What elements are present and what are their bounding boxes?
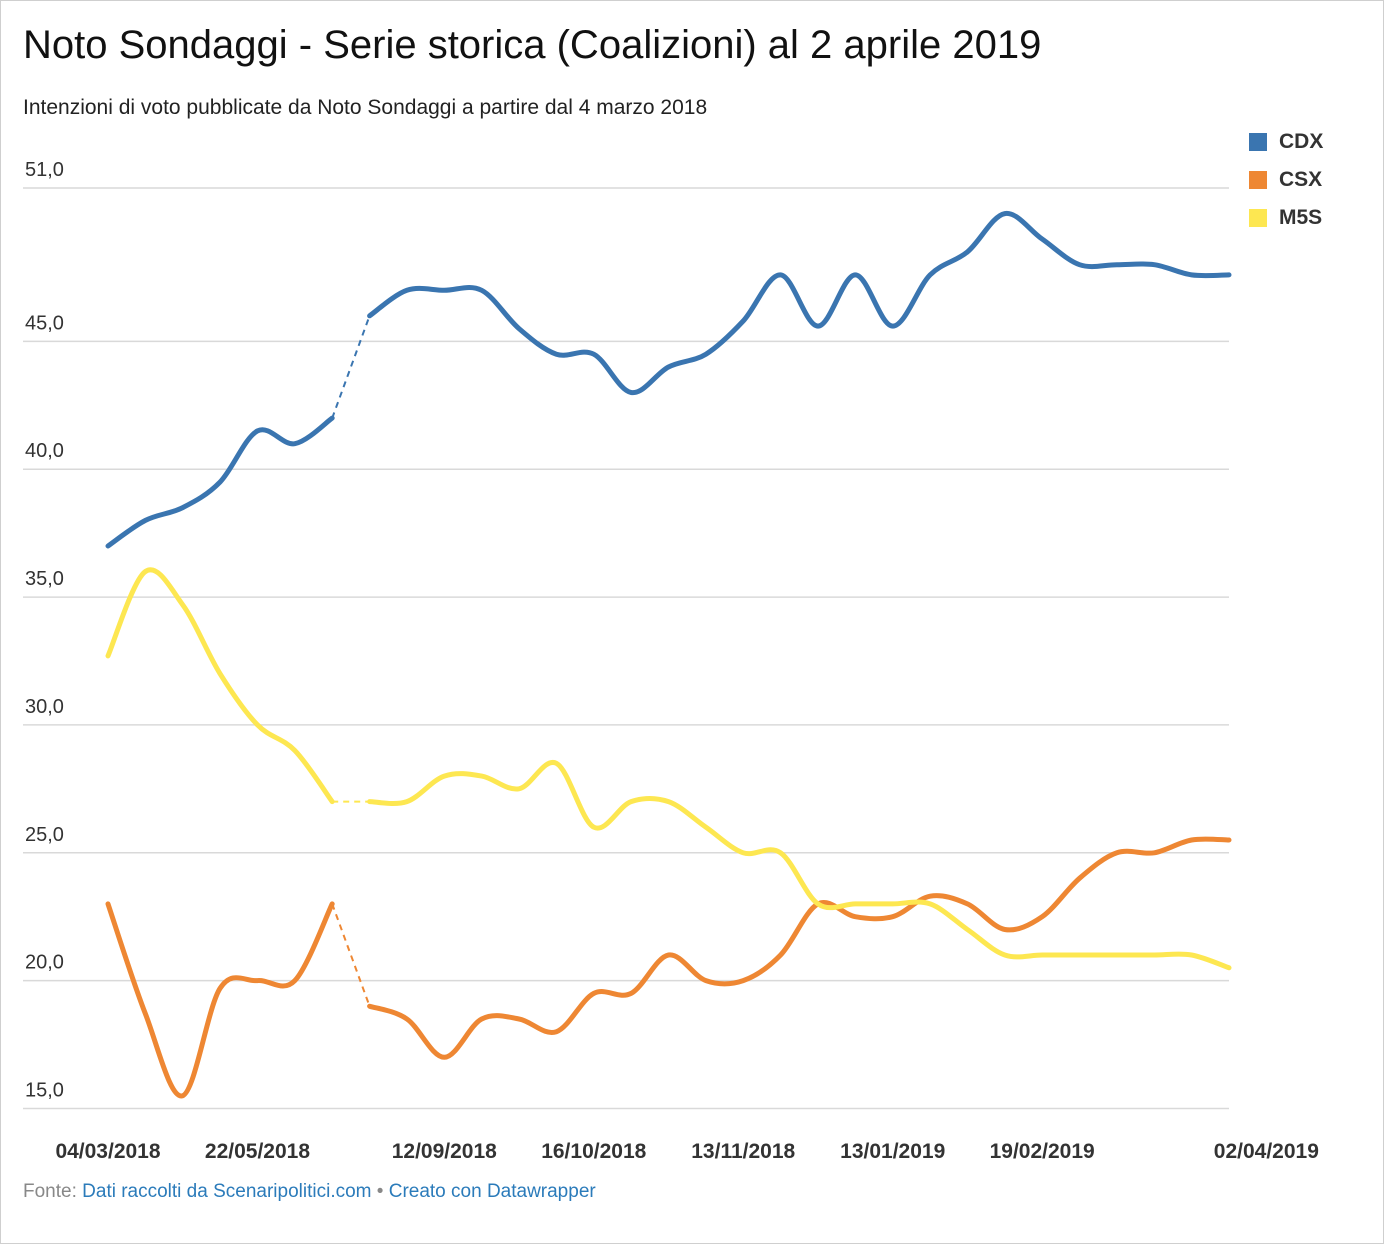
line-chart: 15,0 20,0 25,0 30,0 35,0 40,0 45,0 51,0 04/03/2… [23,159,1319,1163]
x-tick-label: 19/02/2019 [990,1140,1095,1163]
footer-prefix: Fonte: [23,1181,77,1202]
legend-label-csx: CSX [1279,168,1323,191]
legend-swatch-csx [1249,171,1267,189]
series-line-m5s-a [105,567,335,805]
source-link[interactable]: Dati raccolti da Scenaripolitici.com [82,1181,372,1202]
chart-title: Noto Sondaggi - Serie storica (Coalizion… [23,23,1042,67]
x-tick-label: 16/10/2018 [541,1140,646,1163]
series-line-cdx-a [105,415,335,549]
x-tick-label: 02/04/2019 [1214,1140,1319,1163]
chart-subtitle: Intenzioni di voto pubblicate da Noto So… [23,96,708,119]
series-line-cdx-b [367,211,1232,396]
x-tick-label: 13/11/2018 [691,1140,795,1163]
y-tick-label: 45,0 [25,312,64,334]
y-tick-label: 51,0 [25,159,64,181]
series-line-csx-a [105,901,335,1099]
series-gap-csx [331,903,371,1007]
y-tick-label: 15,0 [25,1079,64,1101]
y-tick-label: 25,0 [25,824,64,846]
series-line-m5s-b [367,760,1232,971]
x-tick-label: 12/09/2018 [392,1140,497,1163]
series-line-csx-b [367,836,1232,1060]
series-gap-cdx [331,315,371,419]
y-tick-label: 30,0 [25,696,64,718]
x-axis-ticks: 04/03/2018 22/05/2018 12/09/2018 16/10/2018… [55,1140,1318,1163]
y-tick-label: 20,0 [25,952,64,974]
series-lines [105,211,1232,1099]
legend-swatch-m5s [1249,209,1267,227]
legend-swatch-cdx [1249,133,1267,151]
datawrapper-link[interactable]: Creato con Datawrapper [388,1181,596,1202]
footer-separator: • [376,1181,384,1202]
y-axis-ticks: 15,0 20,0 25,0 30,0 35,0 40,0 45,0 51,0 [25,159,64,1101]
y-tick-label: 35,0 [25,568,64,590]
x-tick-label: 13/01/2019 [840,1140,945,1163]
y-tick-label: 40,0 [25,440,64,462]
gridlines [23,187,1229,1110]
x-tick-label: 04/03/2018 [55,1140,160,1163]
legend-label-cdx: CDX [1279,130,1324,153]
x-tick-label: 22/05/2018 [205,1140,310,1163]
chart-footer: Fonte: Dati raccolti da Scenaripolitici.… [23,1181,596,1203]
legend-label-m5s: M5S [1279,206,1323,229]
